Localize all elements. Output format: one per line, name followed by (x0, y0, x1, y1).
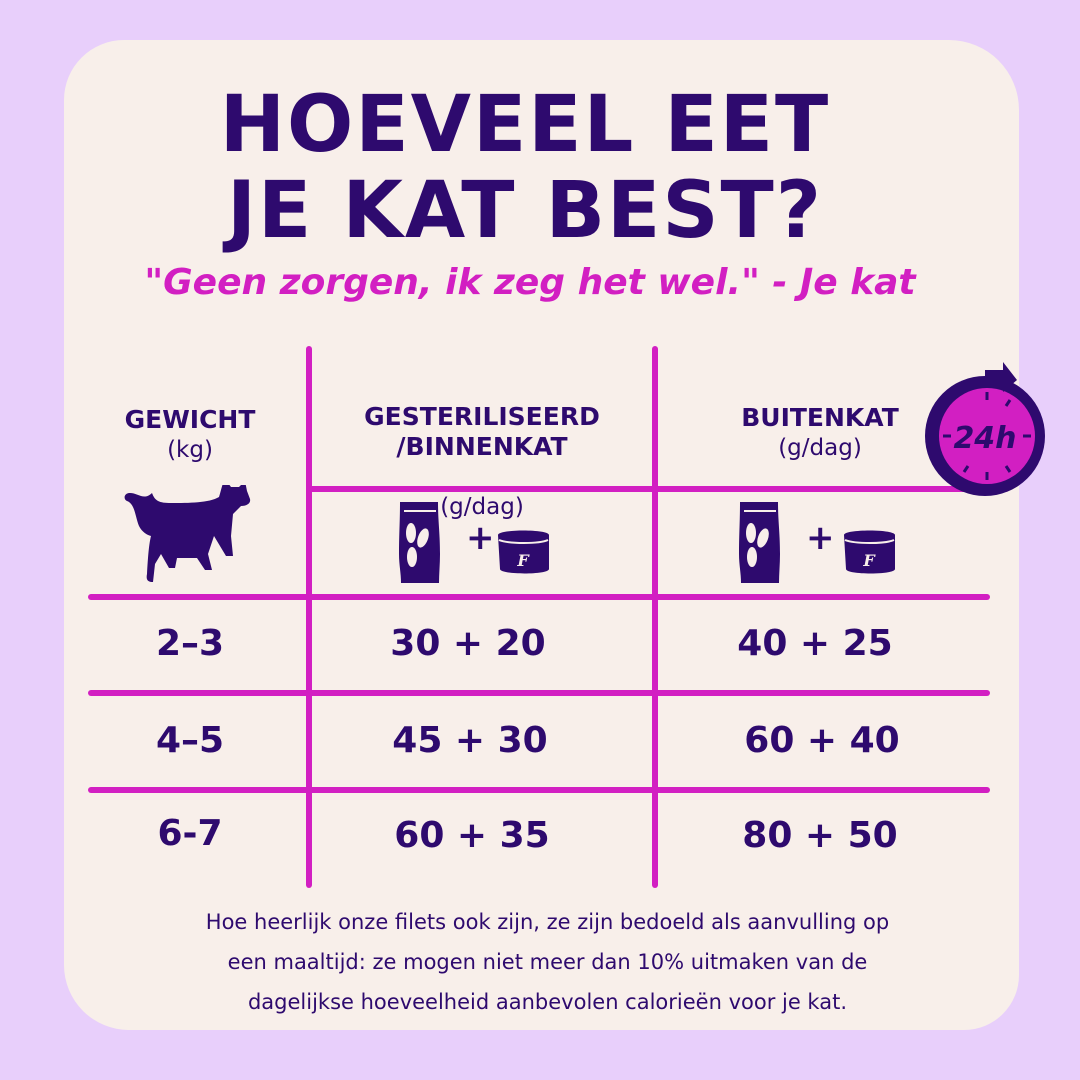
subtitle: "Geen zorgen, ik zeg het wel." - Je kat (144, 262, 916, 303)
divider-vertical (306, 346, 312, 888)
wet-food-can-icon: F (844, 530, 895, 574)
divider-horizontal (88, 594, 990, 600)
divider-horizontal (309, 486, 1009, 492)
cell-indoor: 60 + 35 (394, 815, 550, 856)
food-icons-outdoor: + F (736, 500, 906, 585)
plus-sign: + (806, 518, 835, 558)
divider-vertical (652, 346, 658, 888)
footer-line: dagelijkse hoeveelheid aanbevolen calori… (247, 990, 848, 1014)
can-letter: F (516, 551, 530, 570)
header-unit: (g/dag) (440, 494, 524, 520)
cell-weight: 4–5 (155, 720, 225, 761)
wet-food-can-icon: F (498, 530, 549, 574)
cell-outdoor: 40 + 25 (737, 623, 893, 664)
footer-line: Hoe heerlijk onze filets ook zijn, ze zi… (205, 910, 890, 934)
header-indoor: GESTERILISEERD /BINNENKAT (g/dag) (312, 372, 652, 552)
divider-horizontal (88, 690, 990, 696)
title-line-2: JE KAT BEST? (227, 166, 823, 256)
can-letter: F (862, 551, 876, 570)
footer-line: een maaltijd: ze mogen niet meer dan 10%… (227, 950, 868, 974)
clock-label: 24h (953, 421, 1016, 456)
header-outdoor: BUITENKAT (g/dag) (660, 403, 980, 463)
cell-indoor: 30 + 20 (390, 623, 546, 664)
page-title: HOEVEEL EET JE KAT BEST? (0, 82, 1080, 254)
food-icons-indoor: + F (396, 500, 566, 585)
divider-horizontal (88, 787, 990, 793)
cell-weight: 2–3 (155, 623, 225, 664)
cat-icon (124, 485, 251, 582)
header-label: BUITENKAT (741, 403, 899, 432)
header-label: GESTERILISEERD /BINNENKAT (364, 402, 600, 461)
cell-indoor: 45 + 30 (392, 720, 548, 761)
plus-sign: + (466, 518, 495, 558)
header-unit: (kg) (167, 437, 213, 463)
cell-outdoor: 60 + 40 (744, 720, 900, 761)
dry-food-bag-icon (399, 502, 440, 583)
title-line-1: HOEVEEL EET (219, 80, 831, 170)
header-label: GEWICHT (124, 405, 256, 434)
header-unit: (g/dag) (778, 435, 862, 461)
header-weight: GEWICHT (kg) (90, 405, 290, 465)
cell-outdoor: 80 + 50 (742, 815, 898, 856)
dry-food-bag-icon (739, 502, 780, 583)
clock-24h-icon: 24h (925, 362, 1045, 496)
cell-weight: 6-7 (157, 813, 223, 854)
footer-note: Hoe heerlijk onze filets ook zijn, ze zi… (60, 902, 1035, 1022)
